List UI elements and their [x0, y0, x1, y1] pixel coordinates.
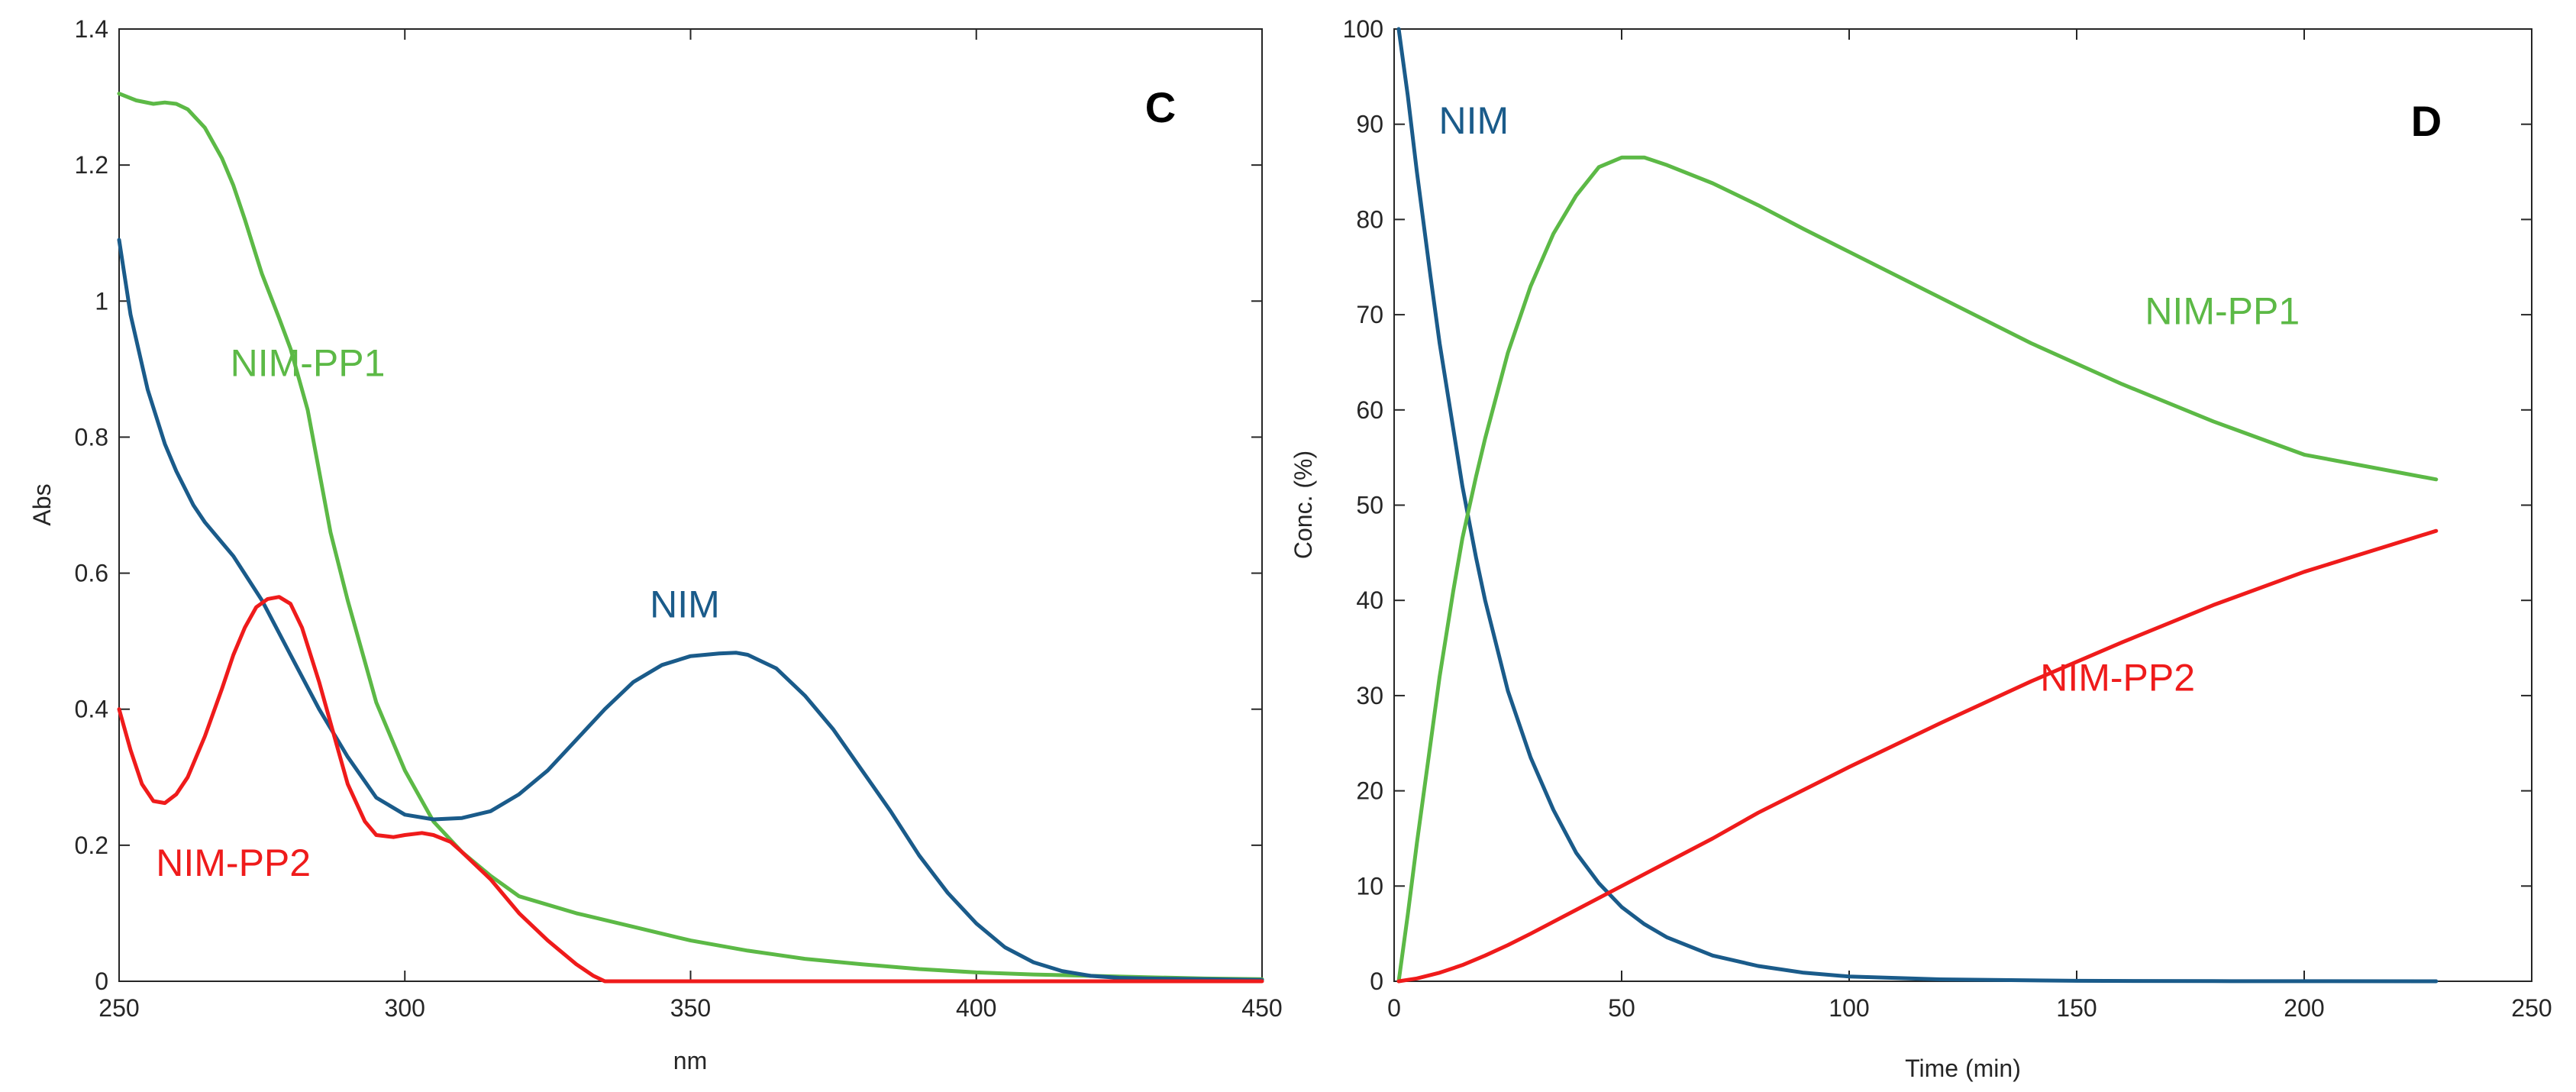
series-label-nim-pp1: NIM-PP1	[2145, 290, 2300, 333]
y-tick-label: 30	[1356, 682, 1383, 709]
x-tick-label: 300	[385, 994, 425, 1022]
panel-c-ticks: 250 300 350 400 450 0 0.2 0.4 0.6 0.8 1 1.2 1.4	[75, 15, 1283, 1022]
y-tick-label: 0.2	[75, 832, 108, 859]
series-line-nim	[117, 237, 1264, 982]
series-line-nim-pp2	[1396, 528, 2439, 984]
panel-c-letter: C	[1145, 83, 1176, 131]
x-tick-label: 250	[2511, 994, 2552, 1022]
series-line-nim-pp1	[117, 92, 1264, 981]
panel-c-xlabel: nm	[673, 1047, 707, 1074]
y-tick-label: 0	[1370, 968, 1383, 995]
panel-d-ticks: 0 50 100 150 200 250 0 10 20 30 40 50 60 70 80 90 100	[1343, 15, 2552, 1022]
x-tick-label: 50	[1608, 994, 1635, 1022]
series-label-nim-pp1: NIM-PP1	[231, 341, 386, 384]
series-line-nim-pp1	[1396, 155, 2439, 984]
series-line-nim-pp2	[117, 595, 1264, 984]
x-tick-label: 350	[670, 994, 711, 1022]
y-tick-label: 0	[95, 968, 108, 995]
x-tick-label: 400	[956, 994, 996, 1022]
x-tick-label: 100	[1829, 994, 1869, 1022]
series-label-nim-pp2: NIM-PP2	[156, 842, 311, 884]
x-tick-label: 150	[2056, 994, 2097, 1022]
y-tick-label: 100	[1343, 15, 1383, 43]
y-tick-label: 0.8	[75, 423, 108, 451]
panel-d-xlabel: Time (min)	[1905, 1055, 2021, 1082]
y-tick-label: 0.6	[75, 560, 108, 587]
y-tick-label: 0.4	[75, 696, 108, 723]
panel-c-axes-box	[118, 28, 1263, 982]
y-tick-label: 1.4	[75, 15, 108, 43]
y-tick-label: 60	[1356, 396, 1383, 424]
panel-c-annotations: NIM-PP1 NIM NIM-PP2	[156, 341, 720, 884]
series-label-nim: NIM	[1438, 99, 1509, 142]
y-tick-label: 90	[1356, 111, 1383, 138]
y-tick-label: 10	[1356, 872, 1383, 900]
y-tick-label: 50	[1356, 492, 1383, 519]
x-tick-label: 0	[1387, 994, 1401, 1022]
series-label-nim: NIM	[650, 583, 720, 625]
panel-c-ylabel: Abs	[28, 483, 56, 525]
y-tick-label: 70	[1356, 301, 1383, 328]
panel-d: 0 50 100 150 200 250 0 10 20 30 40 50 60 70 80 90 100 NI…	[1290, 15, 2552, 1082]
panel-d-lines	[1396, 27, 2439, 984]
x-tick-label: 450	[1241, 994, 1282, 1022]
y-tick-label: 20	[1356, 777, 1383, 805]
panel-d-letter: D	[2411, 97, 2442, 145]
y-tick-label: 40	[1356, 586, 1383, 614]
y-tick-label: 1	[95, 287, 108, 315]
panel-d-axes-box	[1393, 28, 2532, 982]
panel-c-lines	[117, 92, 1264, 984]
x-tick-label: 250	[98, 994, 139, 1022]
y-tick-label: 1.2	[75, 151, 108, 179]
series-label-nim-pp2: NIM-PP2	[2040, 657, 2195, 699]
y-tick-label: 80	[1356, 205, 1383, 233]
panel-d-annotations: NIM NIM-PP1 NIM-PP2	[1438, 99, 2300, 699]
panel-d-ylabel: Conc. (%)	[1290, 451, 1317, 559]
panel-c: 250 300 350 400 450 0 0.2 0.4 0.6 0.8 1 1.2 1.4 NIM-…	[28, 15, 1283, 1074]
x-tick-label: 200	[2284, 994, 2324, 1022]
series-line-nim	[1396, 27, 2439, 984]
